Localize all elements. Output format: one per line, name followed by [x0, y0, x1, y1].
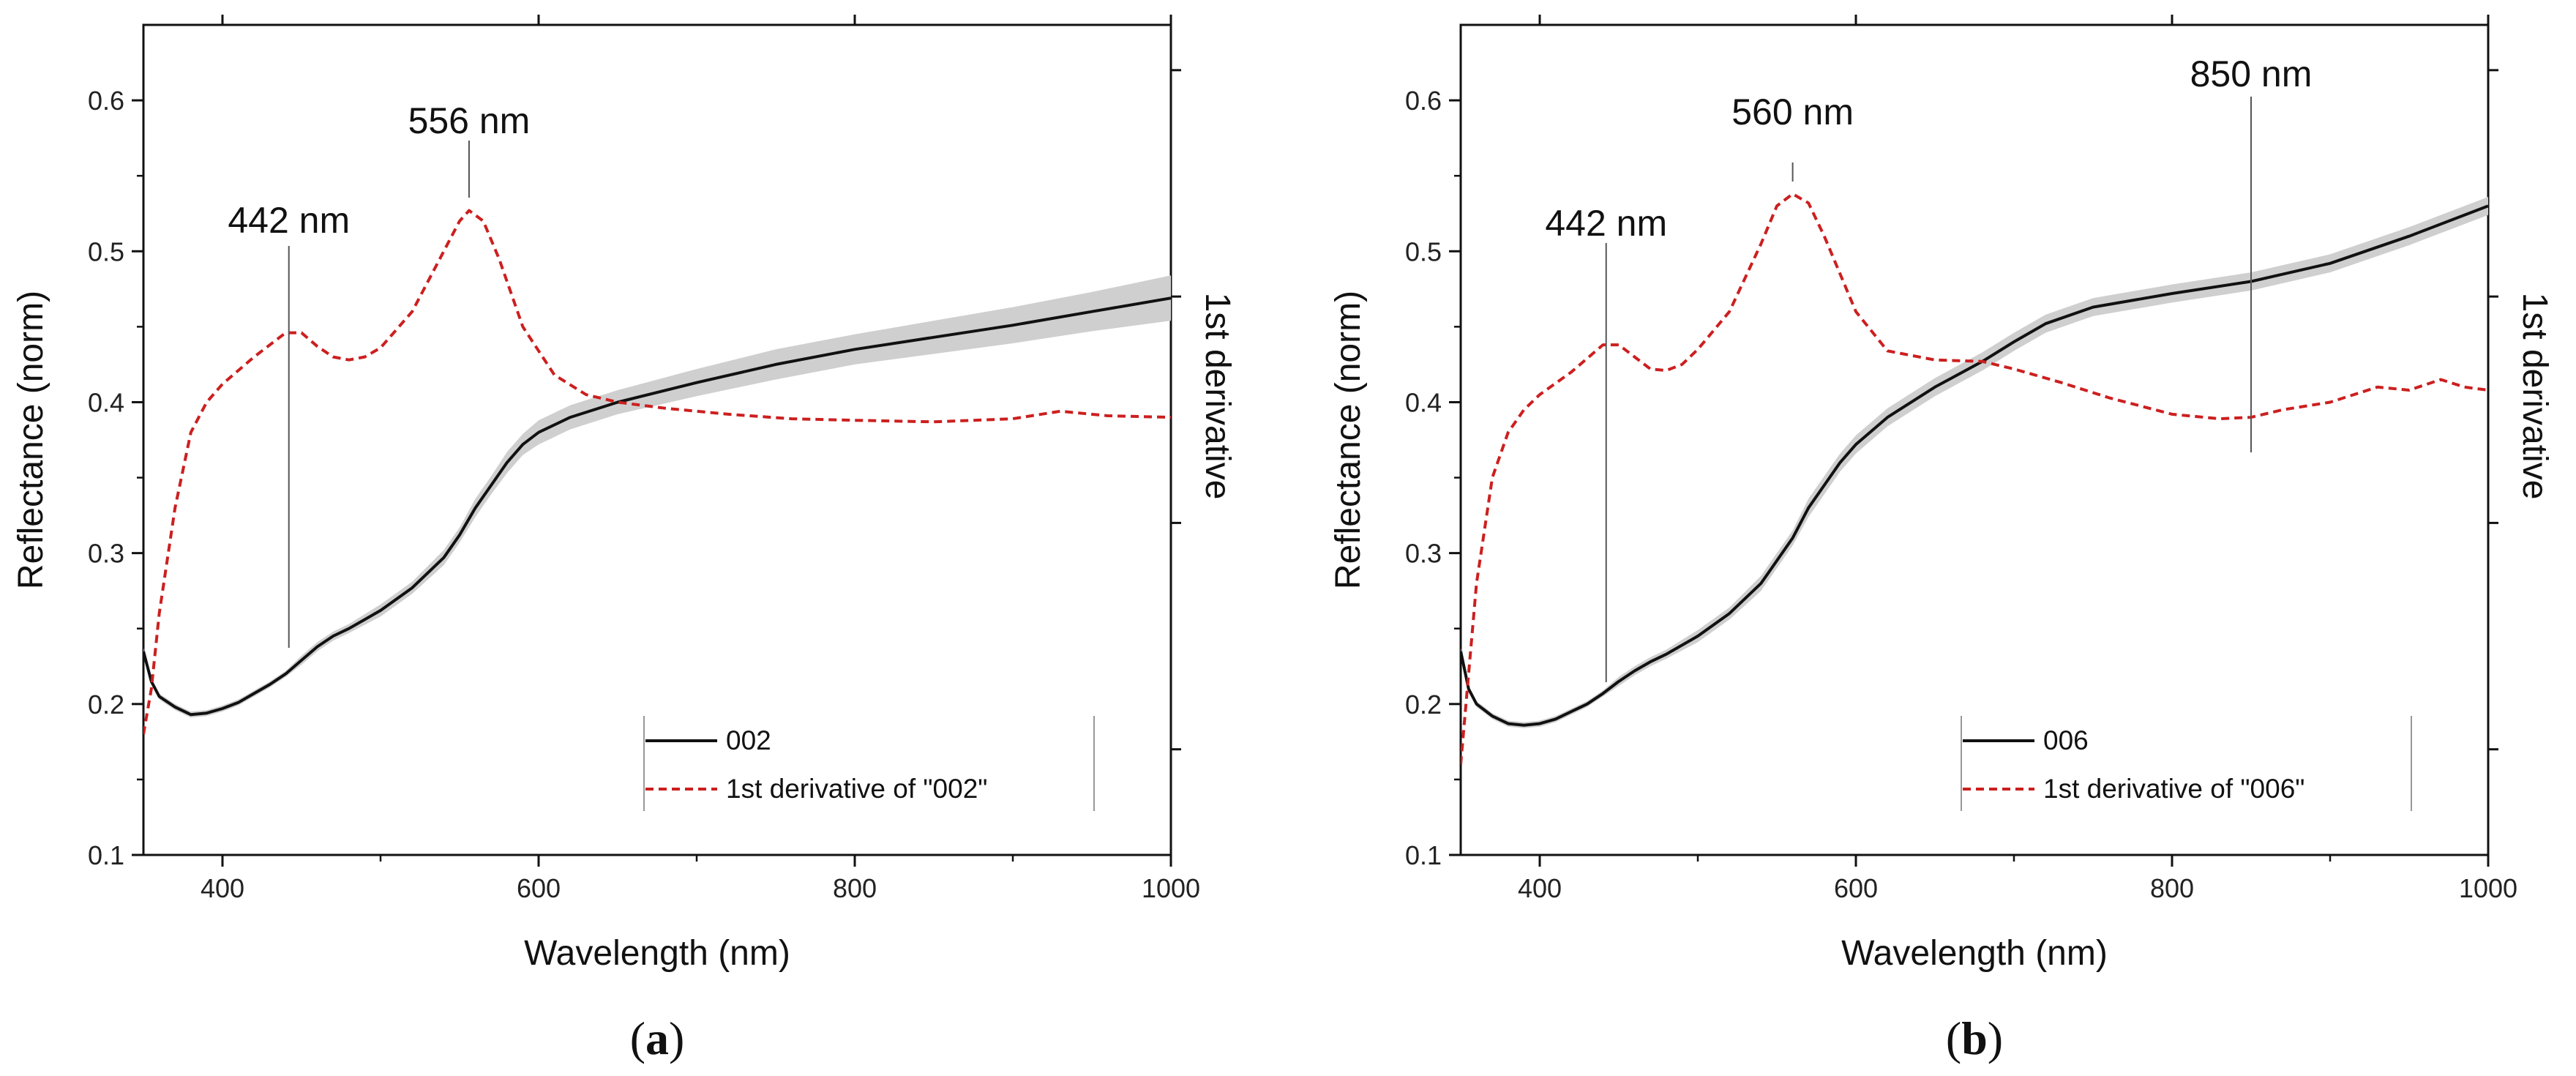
panel-caption-letter: b: [1961, 1012, 1988, 1064]
y-tick-label: 0.6: [88, 86, 124, 116]
y-tick-label: 0.3: [1405, 539, 1442, 569]
plot-frame: [142, 23, 1172, 856]
x-tick-label: 1000: [1142, 873, 1200, 903]
x-tick-label: 800: [2150, 873, 2194, 903]
y-axis-title: Reflectance (norm): [1329, 291, 1368, 589]
x-tick-label: 800: [833, 873, 877, 903]
x-tick-label: 600: [517, 873, 561, 903]
chart-panel-a: 0.1 0.2 0.3 0.4 0.5 0.6 400 600 800 1000 Wavelengt…: [12, 15, 1237, 1064]
panel-caption: (b): [1946, 1012, 2003, 1064]
series-1-line: [1461, 192, 2488, 765]
series-0-error-band: [143, 275, 1171, 718]
x-axis-title: Wavelength (nm): [524, 934, 790, 973]
y-tick-label: 0.1: [1405, 840, 1442, 870]
y-tick-label: 0.5: [1405, 236, 1442, 266]
legend-label: 1st derivative of "002": [726, 774, 987, 804]
y2-axis-title: 1st derivative: [2515, 293, 2554, 500]
y-axis-title: Reflectance (norm): [12, 291, 50, 589]
panel-caption: (a): [630, 1012, 685, 1064]
panel-caption-letter: a: [645, 1012, 669, 1064]
annotation-label: 560 nm: [1731, 91, 1854, 132]
series-0-error-band: [1461, 197, 2488, 728]
series-0-line: [1461, 204, 2488, 727]
chart-panel-b: 0.1 0.2 0.3 0.4 0.5 0.6 400 600 800 1000 Wavelengt…: [1329, 15, 2554, 1064]
y-tick-label: 0.2: [88, 690, 124, 720]
y-tick-label: 0.2: [1405, 690, 1442, 720]
y-tick-label: 0.6: [1405, 86, 1442, 116]
plot-frame: [1459, 23, 2490, 856]
y-tick-label: 0.5: [88, 236, 124, 266]
y-tick-label: 0.4: [88, 387, 124, 417]
x-axis-title: Wavelength (nm): [1841, 934, 2108, 973]
annotation-label: 556 nm: [408, 100, 531, 141]
legend-label: 002: [726, 725, 771, 755]
x-tick-label: 600: [1834, 873, 1878, 903]
y-tick-label: 0.4: [1405, 387, 1442, 417]
series-0-line: [143, 296, 1171, 717]
annotation-label: 442 nm: [228, 200, 350, 241]
y-tick-label: 0.3: [88, 539, 124, 569]
y-tick-label: 0.1: [88, 840, 124, 870]
x-tick-label: 400: [201, 873, 244, 903]
series-1-line: [143, 209, 1171, 735]
y2-axis-title: 1st derivative: [1198, 293, 1237, 500]
legend-label: 1st derivative of "006": [2043, 774, 2304, 804]
x-tick-label: 1000: [2459, 873, 2517, 903]
annotation-label: 850 nm: [2190, 53, 2313, 94]
x-tick-label: 400: [1518, 873, 1562, 903]
legend-label: 006: [2043, 725, 2089, 755]
annotation-label: 442 nm: [1545, 203, 1667, 244]
